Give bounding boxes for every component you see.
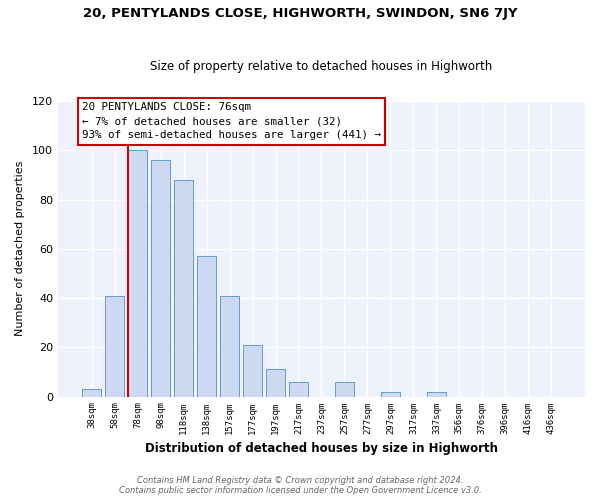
Bar	[243, 345, 262, 397]
Title: Size of property relative to detached houses in Highworth: Size of property relative to detached ho…	[151, 60, 493, 74]
Text: Contains HM Land Registry data © Crown copyright and database right 2024.
Contai: Contains HM Land Registry data © Crown c…	[119, 476, 481, 495]
Bar	[151, 160, 170, 396]
Bar	[335, 382, 354, 396]
Bar	[105, 296, 124, 396]
Bar	[220, 296, 239, 396]
Text: 20, PENTYLANDS CLOSE, HIGHWORTH, SWINDON, SN6 7JY: 20, PENTYLANDS CLOSE, HIGHWORTH, SWINDON…	[83, 8, 517, 20]
Bar	[197, 256, 217, 396]
Bar	[427, 392, 446, 396]
Bar	[174, 180, 193, 396]
Bar	[289, 382, 308, 396]
Bar	[380, 392, 400, 396]
X-axis label: Distribution of detached houses by size in Highworth: Distribution of detached houses by size …	[145, 442, 498, 455]
Bar	[266, 370, 285, 396]
Text: 20 PENTYLANDS CLOSE: 76sqm
← 7% of detached houses are smaller (32)
93% of semi-: 20 PENTYLANDS CLOSE: 76sqm ← 7% of detac…	[82, 102, 381, 141]
Bar	[128, 150, 148, 396]
Bar	[82, 389, 101, 396]
Y-axis label: Number of detached properties: Number of detached properties	[15, 161, 25, 336]
